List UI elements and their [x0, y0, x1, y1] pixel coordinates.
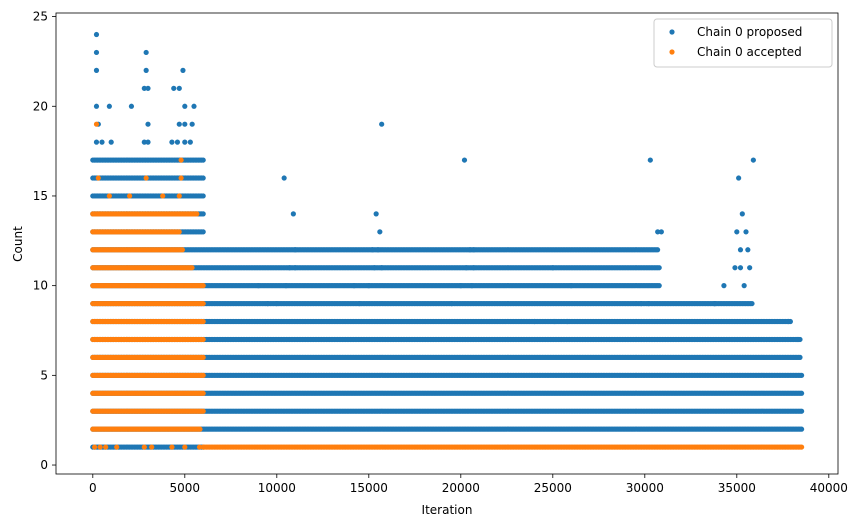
data-point [200, 175, 206, 181]
data-point [797, 354, 803, 360]
data-point [799, 390, 805, 396]
data-point [200, 157, 206, 163]
data-point [799, 372, 805, 378]
data-point [200, 229, 206, 235]
data-point [656, 265, 662, 271]
data-point [200, 211, 206, 217]
data-point [799, 426, 805, 432]
data-point [656, 283, 662, 289]
plot-area [90, 31, 805, 450]
data-point [655, 247, 661, 253]
data-point [799, 408, 805, 414]
data-point [200, 193, 206, 199]
data-point [749, 300, 755, 307]
